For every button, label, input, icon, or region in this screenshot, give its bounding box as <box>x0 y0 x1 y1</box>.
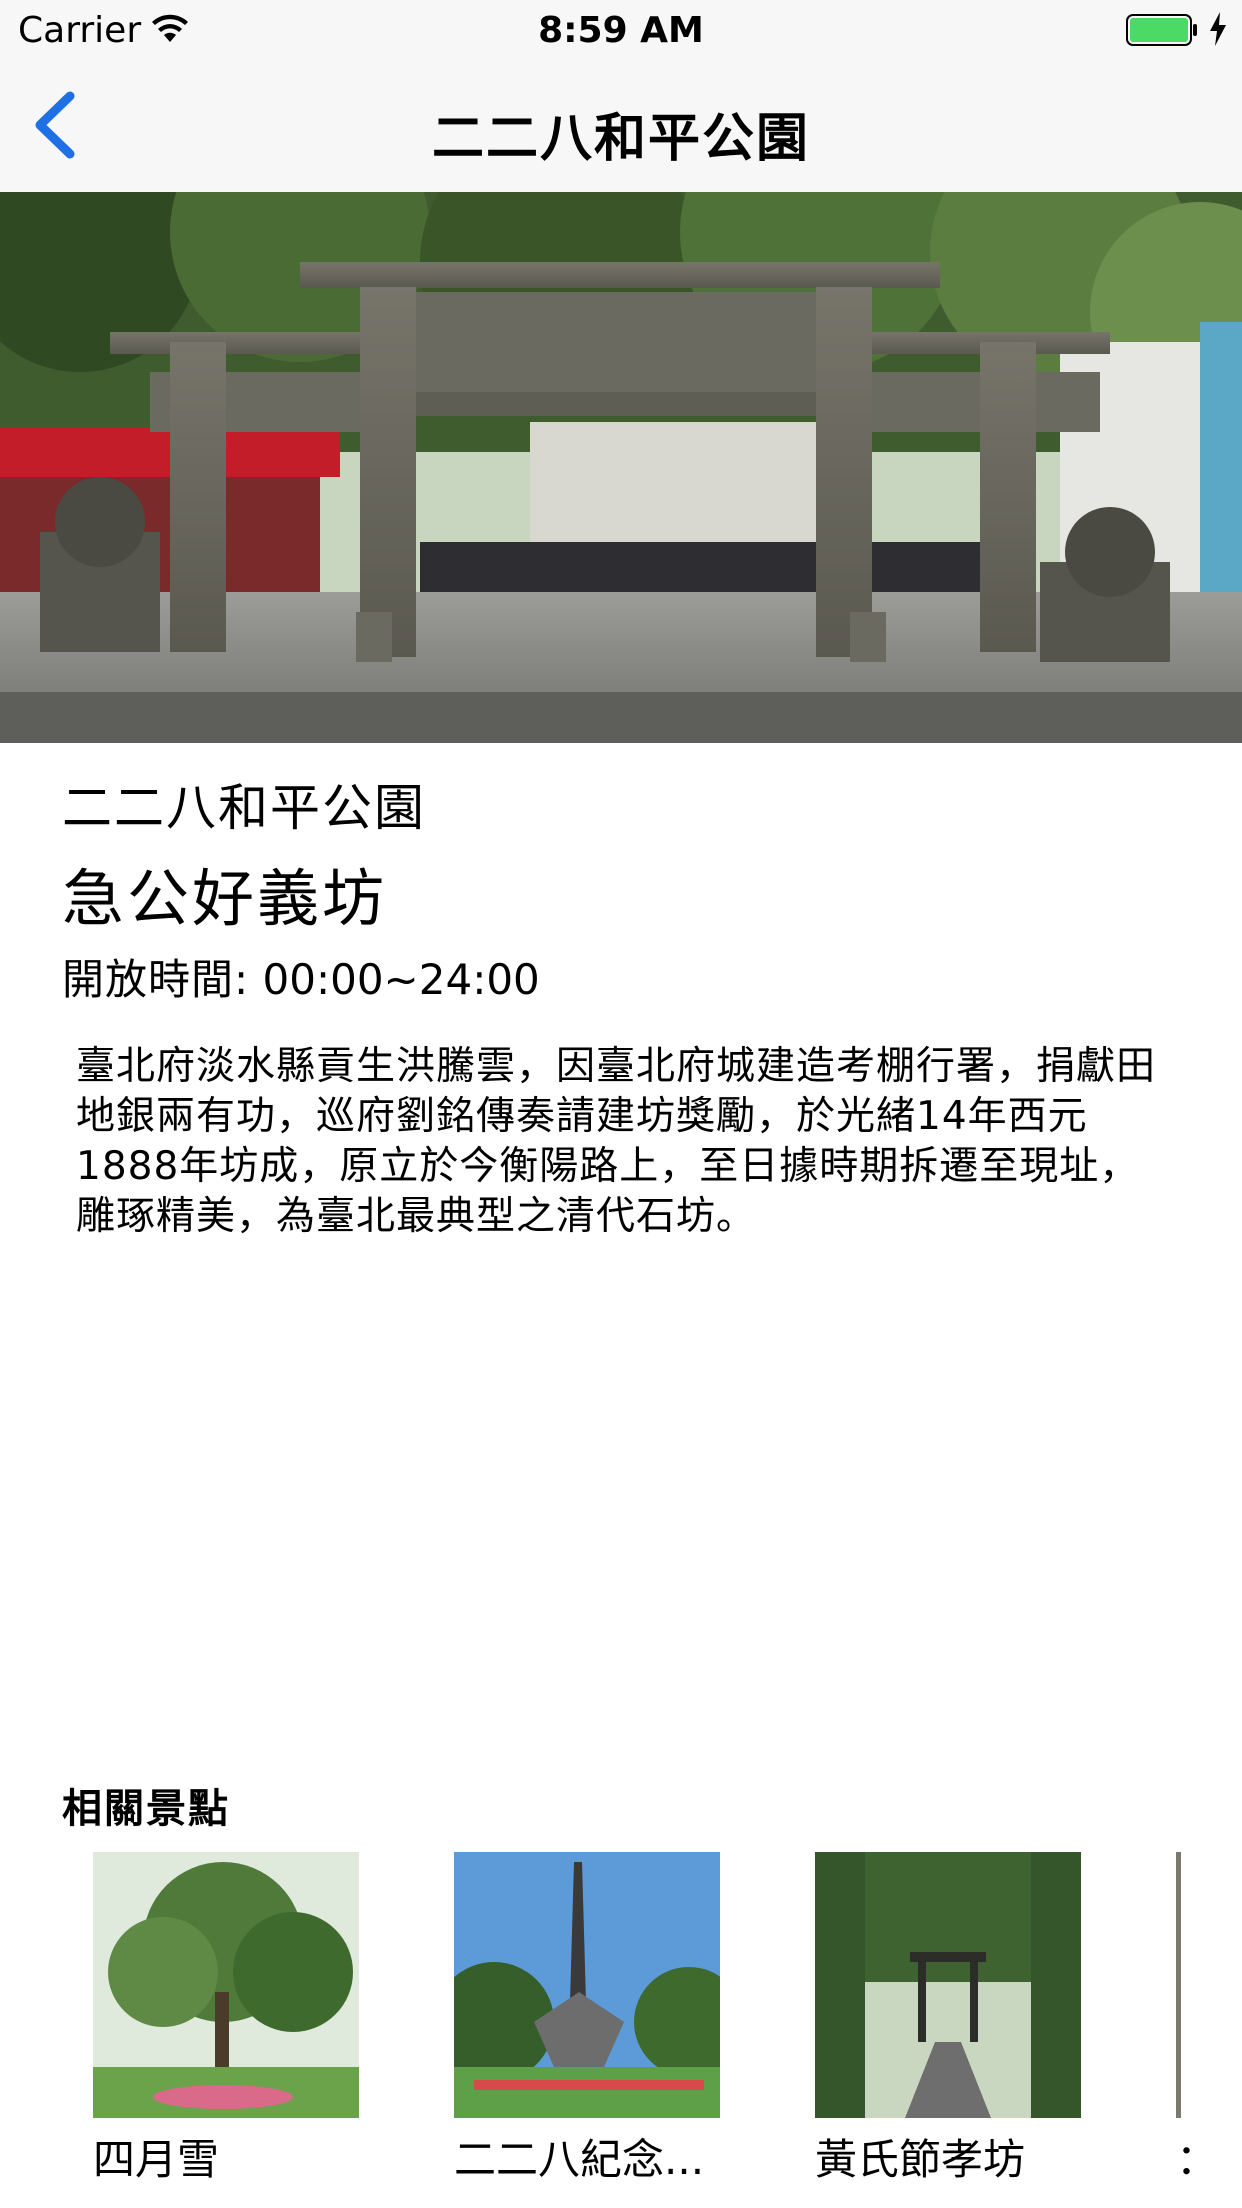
spot-title: 急公好義坊 <box>62 862 388 935</box>
carrier-label: Carrier <box>18 10 142 51</box>
back-button[interactable] <box>22 90 92 160</box>
related-spot-label: ： <box>1176 2135 1219 2184</box>
related-spot-item[interactable]: 四月雪 <box>93 1852 359 2187</box>
related-spot-label: 二二八紀念... <box>454 2135 705 2184</box>
related-spot-label: 黃氏節孝坊 <box>815 2135 1026 2184</box>
related-spot-thumbnail <box>93 1852 359 2118</box>
related-spot-item[interactable]: 黃氏節孝坊 <box>815 1852 1081 2187</box>
page-title: 二二八和平公園 <box>431 109 810 169</box>
opening-hours: 開放時間: 00:00~24:00 <box>62 946 540 1007</box>
status-bar: Carrier 8:59 AM <box>0 0 1242 60</box>
opening-hours-label: 開放時間: <box>62 955 250 1004</box>
related-spot-item[interactable]: 二二八紀念... <box>454 1852 720 2187</box>
related-spot-label: 四月雪 <box>93 2135 220 2184</box>
opening-hours-value: 00:00~24:00 <box>262 955 540 1004</box>
hero-image <box>0 192 1242 743</box>
description-text: 臺北府淡水縣貢生洪騰雲，因臺北府城建造考棚行署，捐獻田地銀兩有功，巡府劉銘傳奏請… <box>76 1044 1157 1239</box>
related-spot-thumbnail <box>815 1852 1081 2118</box>
related-spots-heading: 相關景點 <box>62 1786 230 1832</box>
navigation-bar: 二二八和平公園 <box>0 60 1242 193</box>
related-spots-list[interactable]: 四月雪 二二八紀念... <box>0 1852 1242 2208</box>
related-spot-thumbnail <box>1176 1852 1242 2118</box>
wifi-icon <box>152 14 188 42</box>
battery-icon <box>1126 14 1197 46</box>
related-spot-thumbnail <box>454 1852 720 2118</box>
related-spot-item[interactable]: ： <box>1176 1852 1242 2187</box>
clock: 8:59 AM <box>538 10 704 51</box>
chevron-left-icon <box>35 91 75 159</box>
charging-icon <box>1210 12 1226 46</box>
park-name: 二二八和平公園 <box>62 779 426 837</box>
